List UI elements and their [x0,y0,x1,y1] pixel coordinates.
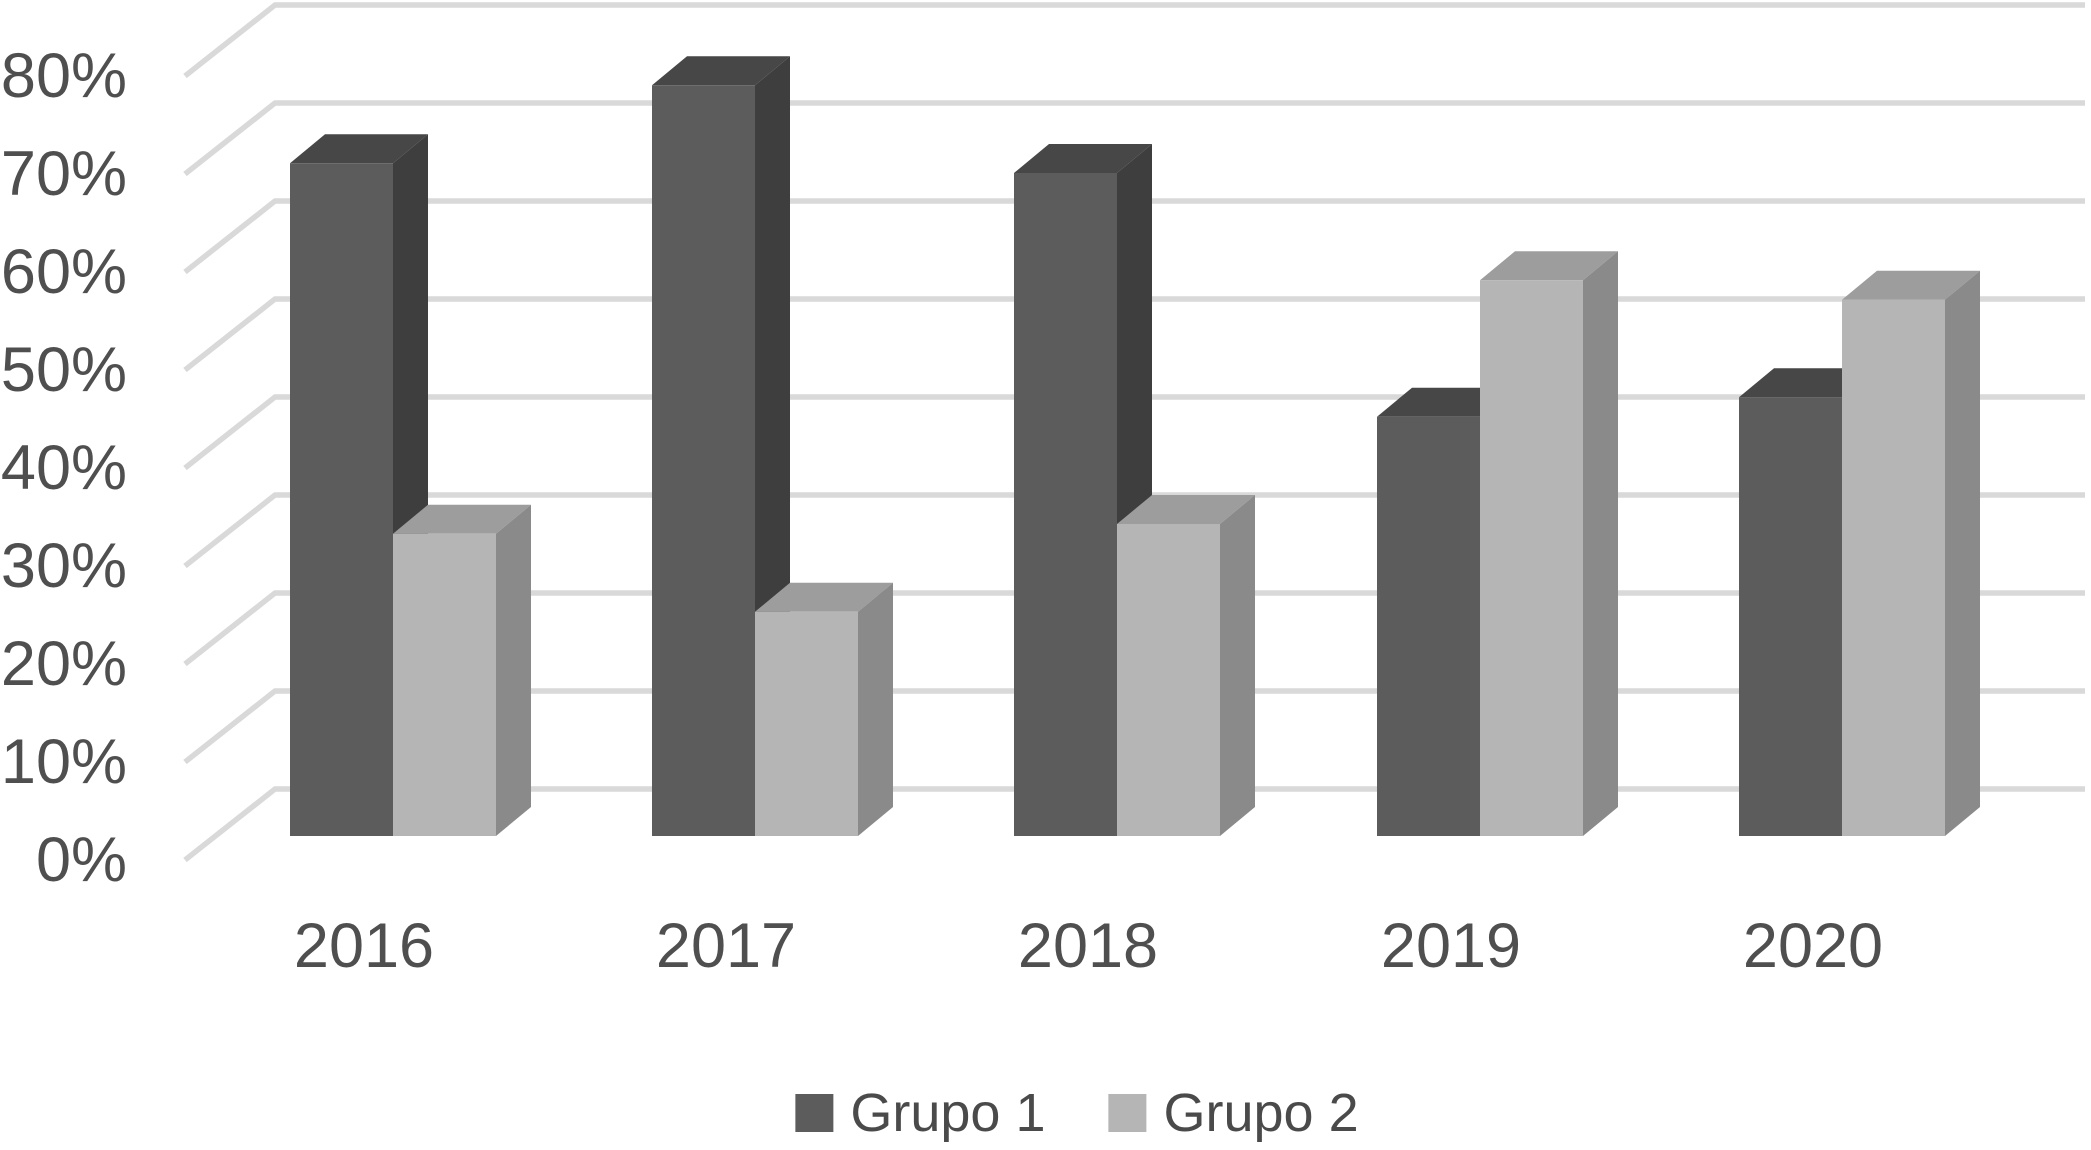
y-axis-tick-label: 70% [1,139,127,209]
bar-front-face [755,611,858,836]
bar-top-face [1480,251,1618,281]
bar-front-face [393,533,496,836]
bar-side-face [1945,270,1980,836]
bar-side-face [858,582,893,836]
x-axis-category-label: 2020 [1743,911,1883,981]
y-axis-tick-label: 80% [1,41,127,111]
x-axis-category-label: 2016 [294,911,434,981]
gridline [183,100,2085,177]
x-axis-category-label: 2018 [1018,911,1158,981]
chart-legend: Grupo 1 Grupo 2 [795,1083,1359,1143]
legend-swatch-grupo-2-icon [1108,1094,1147,1132]
bar-grupo-2-2016 [393,504,531,836]
y-axis-tick-label: 60% [1,237,127,307]
x-axis-category-label: 2019 [1381,911,1521,981]
bar-grupo-2-2018 [1117,495,1255,836]
legend-label-grupo-1: Grupo 1 [850,1083,1046,1143]
bar-top-face [755,582,893,612]
bar-side-face [1583,251,1618,836]
bar-front-face [1480,280,1583,836]
legend-item-grupo-1: Grupo 1 [795,1083,1046,1143]
bar-front-face [1739,397,1842,836]
bar-grupo-2-2019 [1480,251,1618,836]
bar-top-face [1014,144,1152,173]
y-axis-tick-label: 30% [1,531,127,601]
gridline [183,198,2085,275]
legend-swatch-grupo-1-icon [795,1094,834,1132]
x-axis-category-label: 2017 [656,911,796,981]
bar-front-face [1377,416,1480,836]
y-axis-tick-label: 20% [1,629,127,699]
bar-front-face [652,85,755,836]
gridline [183,2,2085,79]
legend-label-grupo-2: Grupo 2 [1163,1083,1359,1143]
bar-front-face [1014,173,1117,836]
bar-top-face [393,504,531,534]
bar-top-face [290,134,428,164]
bar-top-face [652,56,790,86]
bar-grupo-1-2017 [652,56,790,836]
bar-front-face [290,163,393,836]
y-axis-tick-label: 0% [36,825,127,895]
bar-front-face [1117,524,1220,836]
legend-item-grupo-2: Grupo 2 [1108,1083,1359,1143]
bar-grupo-2-2020 [1842,270,1980,836]
bar-top-face [1117,495,1255,524]
y-axis-tick-label: 40% [1,433,127,503]
y-axis-tick-label: 50% [1,335,127,405]
bar-side-face [1220,495,1255,836]
bar-grupo-2-2017 [755,582,893,836]
y-axis-tick-label: 10% [1,727,127,797]
bar-side-face [496,504,531,836]
bar-top-face [1842,270,1980,300]
bar-front-face [1842,299,1945,836]
